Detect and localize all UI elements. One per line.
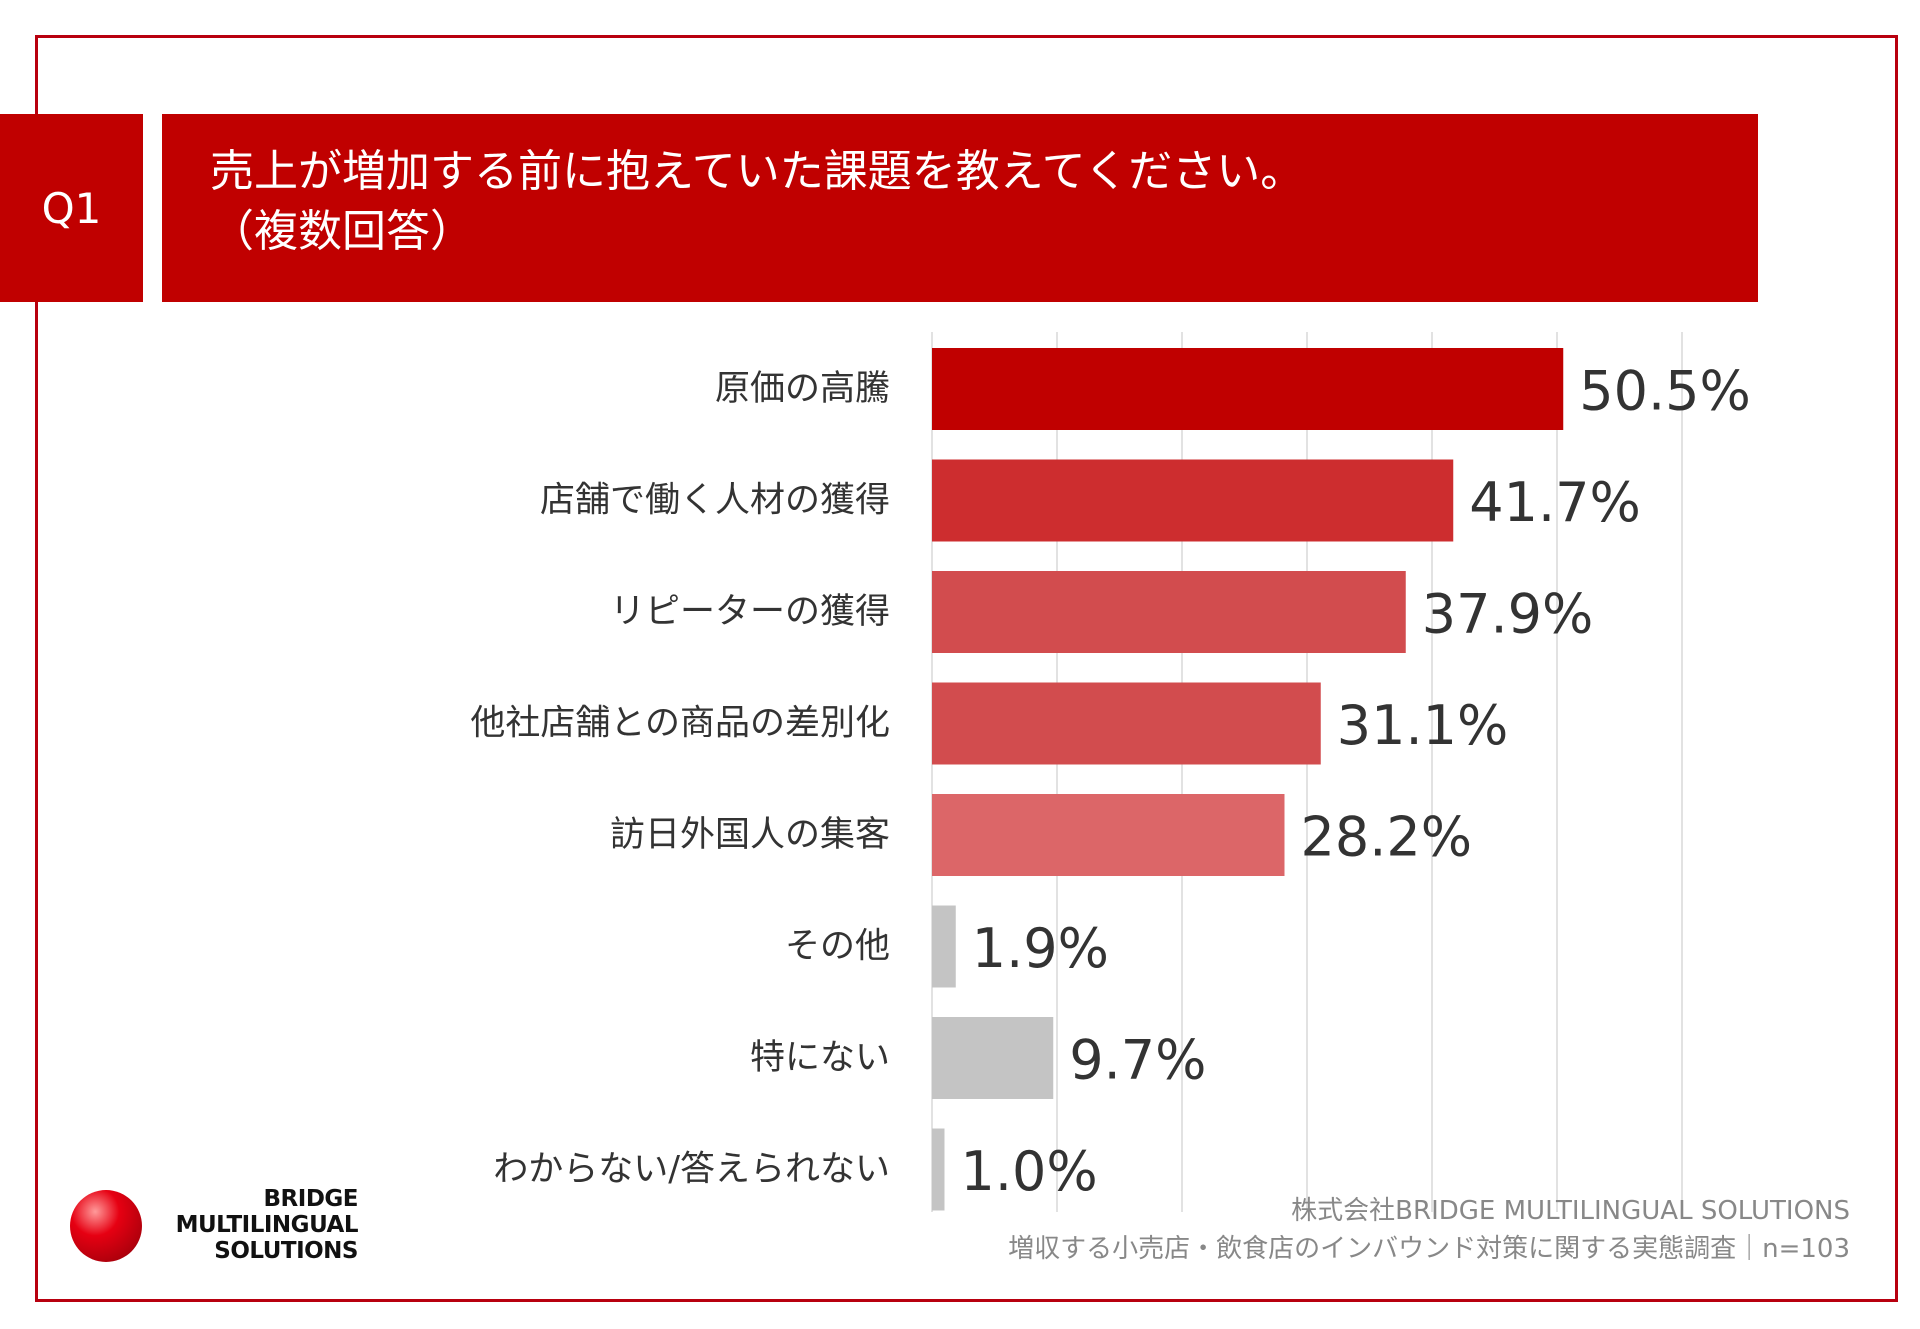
- bar: [932, 794, 1285, 876]
- question-number-badge: Q1: [0, 114, 143, 302]
- value-label: 9.7%: [1069, 1029, 1206, 1092]
- bar: [932, 571, 1406, 653]
- value-label: 50.5%: [1579, 360, 1751, 423]
- bar: [932, 1017, 1054, 1099]
- value-label: 41.7%: [1469, 471, 1641, 534]
- value-label: 37.9%: [1422, 583, 1594, 646]
- question-number: Q1: [41, 183, 102, 233]
- category-label: その他: [785, 927, 890, 967]
- category-label: 訪日外国人の集客: [610, 815, 890, 855]
- bar: [932, 1128, 945, 1211]
- value-label: 1.0%: [961, 1140, 1098, 1203]
- bars: 原価の高騰 50.5% 店舗で働く人材の獲得 41.7% リピーターの獲得 37.9% 他社…: [470, 348, 1751, 1211]
- bar: [932, 348, 1564, 430]
- value-label: 1.9%: [972, 917, 1109, 980]
- source-survey: 増収する小売店・飲食店のインバウンド対策に関する実態調査｜n=103: [1008, 1234, 1850, 1264]
- question-title: 売上が増加する前に抱えていた課題を教えてください。: [210, 146, 1305, 197]
- value-label: 31.1%: [1337, 694, 1509, 757]
- bar: [932, 682, 1321, 765]
- logo-wordmark: BRIDGE MULTILINGUAL SOLUTIONS: [175, 1186, 359, 1264]
- question-subtitle: （複数回答）: [210, 206, 474, 257]
- category-label: わからない/答えられない: [493, 1150, 890, 1190]
- category-label: 店舗で働く人材の獲得: [540, 481, 890, 521]
- category-label: 原価の高騰: [715, 369, 890, 409]
- category-label: 他社店舗との商品の差別化: [470, 704, 890, 744]
- category-label: 特にない: [750, 1038, 890, 1078]
- value-label: 28.2%: [1301, 806, 1473, 869]
- source-company: 株式会社BRIDGE MULTILINGUAL SOLUTIONS: [1291, 1196, 1850, 1226]
- category-label: リピーターの獲得: [610, 592, 890, 632]
- question-title-banner: 売上が増加する前に抱えていた課題を教えてください。 （複数回答）: [162, 114, 1758, 302]
- bar: [932, 905, 956, 988]
- bar: [932, 459, 1454, 542]
- outer-frame: [35, 35, 1898, 1302]
- company-logo: BRIDGE MULTILINGUAL SOLUTIONS: [68, 1186, 359, 1266]
- logo-sphere-icon: [70, 1190, 142, 1262]
- source-note: 株式会社BRIDGE MULTILINGUAL SOLUTIONS 増収する小売…: [1008, 1192, 1850, 1268]
